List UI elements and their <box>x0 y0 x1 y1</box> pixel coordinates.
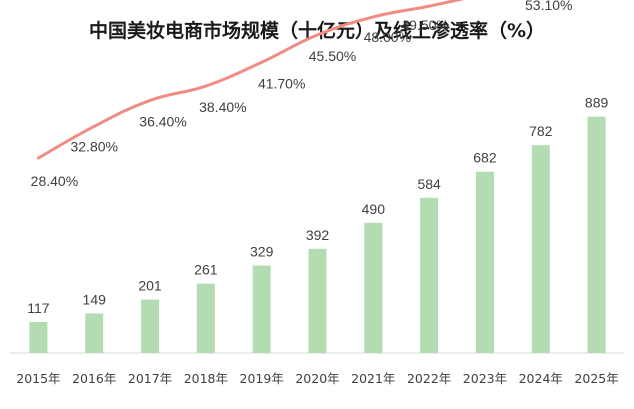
line-value-label: 53.10% <box>525 0 572 13</box>
x-tick-label: 2017年 <box>128 371 172 386</box>
line-value-label: 48.00% <box>364 29 411 45</box>
bar-value-label: 490 <box>362 201 386 217</box>
line-value-label: 49.50% <box>401 17 448 33</box>
line-value-label: 41.70% <box>258 75 305 91</box>
line-value-label: 28.40% <box>31 173 78 189</box>
line-value-label: 45.50% <box>309 48 356 64</box>
bar-value-label: 201 <box>138 278 162 294</box>
bar-value-label: 584 <box>417 176 441 192</box>
line-layer <box>36 0 465 160</box>
x-tick-label: 2020年 <box>295 371 339 386</box>
bar-2024年 <box>531 145 550 353</box>
line-value-label: 32.80% <box>70 138 117 154</box>
x-tick-label: 2021年 <box>351 371 395 386</box>
ticks-layer: 2015年 2016年 2017年 2018年 2019年 2020年 2021年 2022年… <box>16 371 618 386</box>
bar-value-label: 329 <box>250 244 274 260</box>
line-value-label: 36.40% <box>139 113 186 129</box>
bar-value-label: 682 <box>473 150 497 166</box>
x-tick-label: 2016年 <box>72 371 116 386</box>
bar-value-label: 392 <box>306 227 330 243</box>
bar-2018年 <box>196 283 215 353</box>
bar-2023年 <box>475 171 494 353</box>
x-tick-label: 2019年 <box>240 371 284 386</box>
x-tick-label: 2015年 <box>16 371 60 386</box>
x-tick-label: 2022年 <box>407 371 451 386</box>
x-tick-label: 2024年 <box>519 371 563 386</box>
penetration-rate-line <box>36 0 465 160</box>
x-tick-label: 2018年 <box>184 371 228 386</box>
bar-2019年 <box>252 265 271 353</box>
bar-2016年 <box>85 313 104 353</box>
bar-value-label: 782 <box>529 123 553 139</box>
x-tick-label: 2025年 <box>574 371 618 386</box>
labels-layer: 117 149 201 261 329 392 490 584 682 782 889 28.40% 3… <box>27 0 609 316</box>
x-tick-label: 2023年 <box>463 371 507 386</box>
bar-2015年 <box>29 321 48 353</box>
bar-value-label: 889 <box>585 95 609 111</box>
bar-value-label: 149 <box>83 291 107 307</box>
line-value-label: 38.40% <box>199 99 246 115</box>
bar-value-label: 117 <box>27 300 50 316</box>
bar-value-label: 261 <box>194 262 218 278</box>
bars-layer <box>29 116 606 353</box>
bar-2022年 <box>420 197 439 353</box>
bar-2025年 <box>587 116 606 353</box>
chart-title: 中国美妆电商市场规模（十亿元）及线上渗透率（%） <box>88 20 546 42</box>
bar-2021年 <box>364 222 383 353</box>
bar-2017年 <box>141 299 160 353</box>
bar-2020年 <box>308 248 327 353</box>
